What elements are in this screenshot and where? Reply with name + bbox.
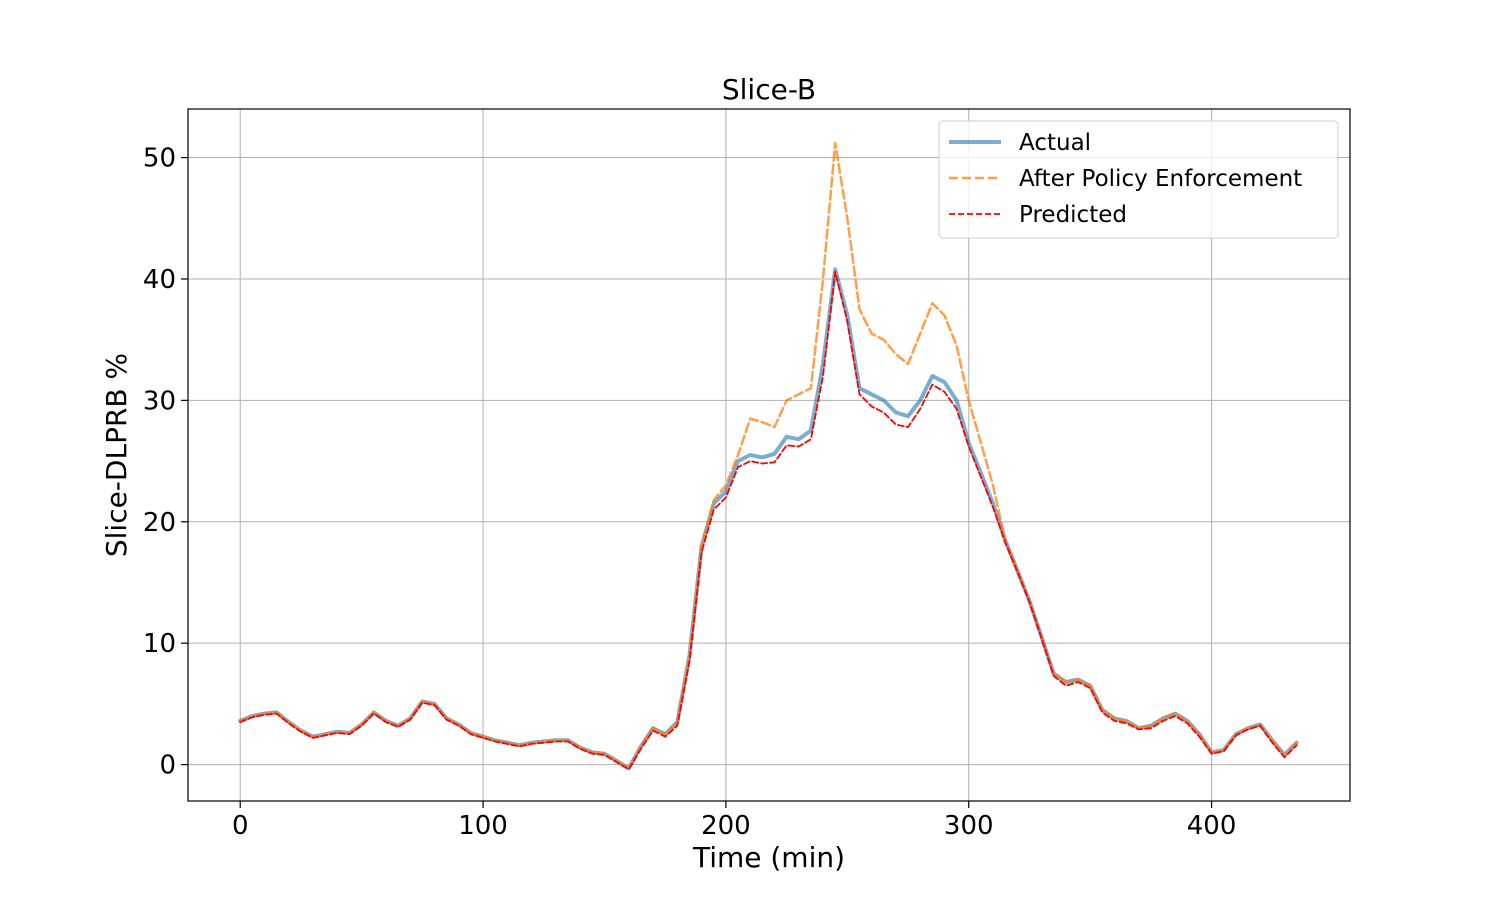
y-tick-label: 0 [159, 751, 176, 781]
x-tick-label: 200 [701, 811, 751, 841]
series-lines [238, 141, 1299, 771]
y-tick-label: 10 [143, 629, 176, 659]
x-tick-label: 400 [1187, 811, 1237, 841]
legend-label: After Policy Enforcement [1019, 166, 1302, 192]
y-tick-label: 30 [143, 386, 176, 416]
y-tick-label: 50 [143, 144, 176, 174]
x-tick-label: 0 [232, 811, 249, 841]
legend-box [938, 120, 1339, 239]
series-line-actual [238, 267, 1299, 771]
legend-label: Predicted [1019, 202, 1127, 228]
y-axis-label: Slice-DLPRB % [100, 353, 133, 557]
chart-title: Slice-B [722, 73, 816, 106]
plot-frame [187, 108, 1351, 802]
x-tick-label: 300 [944, 811, 994, 841]
axis-ticks: 0 100 200 300 400 0 10 20 30 40 50 [143, 144, 1236, 841]
y-tick-label: 40 [143, 265, 176, 295]
x-axis-label: Time (min) [692, 841, 845, 874]
legend: Actual After Policy Enforcement Predicted [938, 120, 1339, 239]
x-tick-label: 100 [458, 811, 508, 841]
grid-lines [188, 109, 1350, 801]
legend-label: Actual [1019, 130, 1091, 156]
y-tick-label: 20 [143, 508, 176, 538]
series-line-predicted [239, 270, 1298, 771]
